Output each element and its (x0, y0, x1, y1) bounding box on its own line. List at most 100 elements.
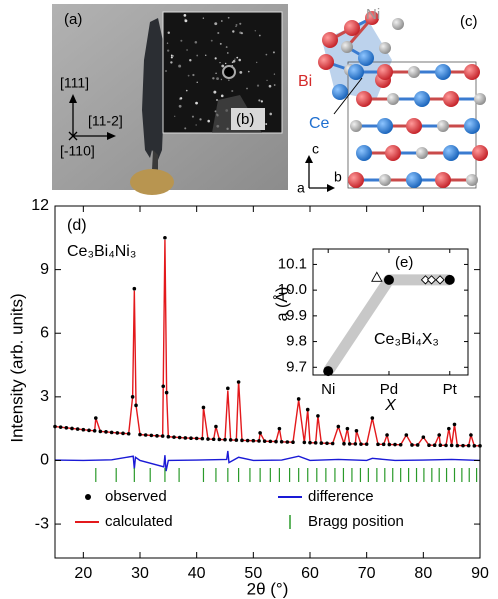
diffraction-spot (272, 51, 275, 54)
atom (356, 91, 372, 107)
data-point (354, 428, 359, 433)
atom (435, 172, 451, 188)
x-tick-label: Pt (443, 381, 458, 398)
data-point (469, 433, 473, 437)
diffraction-spot (239, 22, 242, 25)
x-tick-label: 60 (301, 565, 319, 582)
diffraction-spot (216, 77, 219, 81)
atom (406, 172, 422, 188)
direction-label: [-110] (60, 143, 95, 159)
data-point (345, 426, 350, 431)
x-tick-label: 20 (74, 565, 92, 582)
diffraction-spot (210, 39, 213, 42)
diffraction-spot (269, 112, 273, 116)
data-point (94, 416, 98, 420)
diffraction-spot (184, 127, 187, 130)
data-point (251, 438, 256, 443)
atom (472, 145, 488, 161)
atom (341, 41, 353, 53)
plot-frame (54, 205, 481, 559)
x-tick-label: Pd (380, 381, 398, 398)
structure-panel-c (318, 11, 488, 189)
diffraction-spot (265, 123, 268, 125)
diffraction-spot (165, 70, 168, 73)
panel-label: (a) (64, 11, 82, 28)
diffraction-spot (232, 59, 236, 63)
x-tick-label: 30 (131, 565, 149, 582)
atom (464, 64, 480, 80)
label-background (231, 108, 265, 130)
diffraction-spot (178, 64, 182, 68)
diffraction-spot (213, 90, 217, 94)
diffraction-spot (268, 84, 272, 88)
x-tick-label: 90 (471, 565, 489, 582)
data-point (132, 286, 137, 291)
diffraction-spot (195, 124, 197, 126)
atom (437, 120, 449, 132)
data-point (274, 439, 278, 444)
data-point (87, 428, 91, 433)
data-point (155, 434, 159, 438)
diffraction-spot (184, 18, 186, 20)
diffraction-spot (220, 20, 223, 22)
x-tick-label: 70 (358, 565, 376, 582)
diffraction-spot (256, 84, 260, 87)
data-point (291, 440, 295, 445)
arrow-head (107, 132, 116, 140)
diffraction-spot (220, 94, 224, 98)
x-tick-label: 50 (244, 565, 262, 582)
data-point (223, 437, 227, 442)
atom (416, 147, 428, 159)
atom-label: Ce (309, 115, 330, 132)
annotation: Ce₃Bi₄X₃ (374, 331, 439, 348)
data-point (472, 444, 477, 448)
data-point (426, 275, 437, 285)
data-point (435, 275, 445, 285)
data-point (172, 435, 176, 439)
data-point (319, 441, 324, 445)
arrow-head (327, 184, 335, 192)
arrow-head (305, 155, 313, 163)
data-point (257, 439, 261, 443)
atom (443, 91, 459, 107)
diffraction-spot (195, 101, 198, 105)
data-point (64, 426, 69, 430)
arrow-head (69, 94, 77, 103)
diffraction-spot (217, 31, 220, 35)
diffraction-spot (214, 22, 218, 26)
diffraction-spot (273, 84, 276, 86)
diffraction-spot (167, 31, 170, 34)
diffraction-spot (174, 115, 176, 117)
leader-line (333, 77, 363, 115)
data-point (461, 443, 465, 448)
diffraction-spot (183, 13, 187, 17)
annotation: (e) (395, 254, 413, 271)
data-point (234, 438, 239, 442)
atom (385, 145, 401, 161)
data-point (444, 443, 448, 448)
direction-label: [11-2] (88, 113, 123, 129)
diffraction-spot (166, 42, 169, 44)
data-point (214, 424, 218, 429)
diffraction-spot (180, 39, 183, 42)
y-tick-label: -3 (35, 515, 49, 532)
diffraction-spot (186, 49, 188, 51)
data-point (277, 426, 282, 431)
data-point (305, 407, 310, 412)
diffraction-spot (227, 16, 230, 19)
beam-stop (222, 65, 236, 79)
atom (466, 174, 478, 186)
plot-data (53, 236, 482, 482)
crystal-holder (152, 150, 158, 170)
data-point (189, 436, 193, 440)
data-point (130, 395, 135, 399)
data-point (183, 436, 188, 440)
atom (332, 84, 348, 100)
atom (392, 18, 404, 30)
atom (474, 93, 486, 105)
data-point (149, 433, 154, 438)
x-axis-label: X (384, 397, 397, 414)
data-point (217, 437, 222, 442)
plot-data (323, 271, 455, 377)
